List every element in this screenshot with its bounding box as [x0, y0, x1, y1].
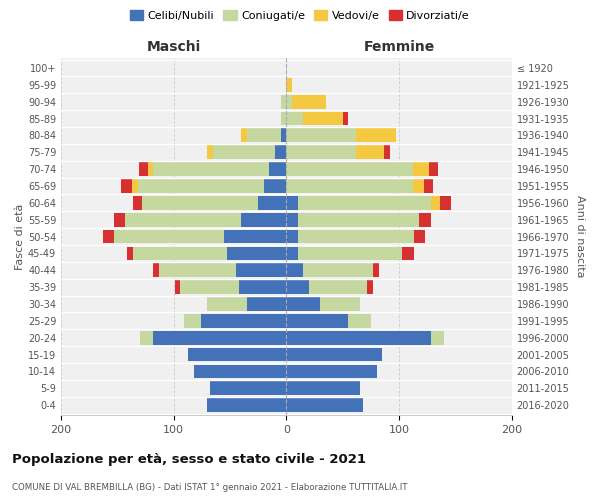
Bar [121, 179, 132, 193]
Bar [154, 162, 269, 176]
Bar [140, 331, 154, 344]
Bar [227, 246, 286, 260]
Bar [269, 162, 286, 176]
Bar [286, 246, 298, 260]
Bar [286, 348, 382, 362]
Bar [264, 179, 286, 193]
Bar [103, 230, 114, 243]
Text: Popolazione per età, sesso e stato civile - 2021: Popolazione per età, sesso e stato civil… [12, 452, 366, 466]
Bar [403, 246, 413, 260]
Bar [413, 230, 425, 243]
Bar [292, 95, 326, 108]
Bar [247, 297, 286, 311]
Bar [114, 230, 224, 243]
Text: Maschi: Maschi [146, 40, 201, 54]
Bar [286, 314, 349, 328]
Bar [286, 196, 298, 210]
Bar [247, 128, 281, 142]
Text: Femmine: Femmine [364, 40, 434, 54]
Bar [281, 112, 286, 126]
Bar [201, 314, 286, 328]
Bar [440, 196, 451, 210]
Bar [208, 146, 213, 159]
Bar [286, 398, 363, 412]
Bar [367, 280, 373, 294]
Bar [431, 196, 440, 210]
Bar [373, 264, 379, 277]
Bar [154, 264, 159, 277]
Bar [133, 246, 227, 260]
Bar [286, 146, 356, 159]
Bar [275, 146, 286, 159]
Bar [356, 146, 385, 159]
Bar [286, 331, 431, 344]
Bar [184, 314, 201, 328]
Bar [281, 128, 286, 142]
Bar [303, 112, 343, 126]
Bar [286, 213, 298, 226]
Bar [224, 230, 286, 243]
Bar [159, 264, 236, 277]
Bar [298, 246, 403, 260]
Bar [213, 146, 275, 159]
Bar [286, 264, 303, 277]
Bar [286, 364, 377, 378]
Bar [258, 196, 286, 210]
Bar [413, 162, 430, 176]
Bar [286, 230, 298, 243]
Bar [125, 213, 241, 226]
Bar [241, 128, 247, 142]
Bar [154, 331, 286, 344]
Bar [181, 280, 239, 294]
Bar [188, 348, 286, 362]
Bar [236, 264, 286, 277]
Bar [286, 95, 292, 108]
Bar [286, 128, 356, 142]
Bar [208, 297, 247, 311]
Bar [142, 196, 258, 210]
Bar [286, 162, 413, 176]
Bar [349, 314, 371, 328]
Bar [208, 398, 286, 412]
Bar [298, 213, 419, 226]
Bar [303, 264, 373, 277]
Bar [356, 128, 395, 142]
Bar [241, 213, 286, 226]
Bar [286, 179, 413, 193]
Bar [320, 297, 359, 311]
Bar [298, 230, 413, 243]
Bar [132, 179, 137, 193]
Bar [286, 382, 359, 395]
Legend: Celibi/Nubili, Coniugati/e, Vedovi/e, Divorziati/e: Celibi/Nubili, Coniugati/e, Vedovi/e, Di… [125, 6, 475, 25]
Bar [286, 280, 309, 294]
Bar [210, 382, 286, 395]
Bar [343, 112, 349, 126]
Bar [431, 331, 444, 344]
Bar [309, 280, 367, 294]
Bar [239, 280, 286, 294]
Bar [286, 297, 320, 311]
Y-axis label: Anni di nascita: Anni di nascita [575, 196, 585, 278]
Bar [298, 196, 431, 210]
Bar [286, 112, 303, 126]
Bar [424, 179, 433, 193]
Bar [139, 162, 148, 176]
Bar [286, 78, 292, 92]
Bar [148, 162, 154, 176]
Bar [194, 364, 286, 378]
Bar [419, 213, 431, 226]
Bar [430, 162, 439, 176]
Text: COMUNE DI VAL BREMBILLA (BG) - Dati ISTAT 1° gennaio 2021 - Elaborazione TUTTITA: COMUNE DI VAL BREMBILLA (BG) - Dati ISTA… [12, 482, 407, 492]
Bar [127, 246, 133, 260]
Y-axis label: Fasce di età: Fasce di età [15, 204, 25, 270]
Bar [281, 95, 286, 108]
Bar [175, 280, 181, 294]
Bar [133, 196, 142, 210]
Bar [385, 146, 390, 159]
Bar [413, 179, 424, 193]
Bar [137, 179, 264, 193]
Bar [114, 213, 125, 226]
